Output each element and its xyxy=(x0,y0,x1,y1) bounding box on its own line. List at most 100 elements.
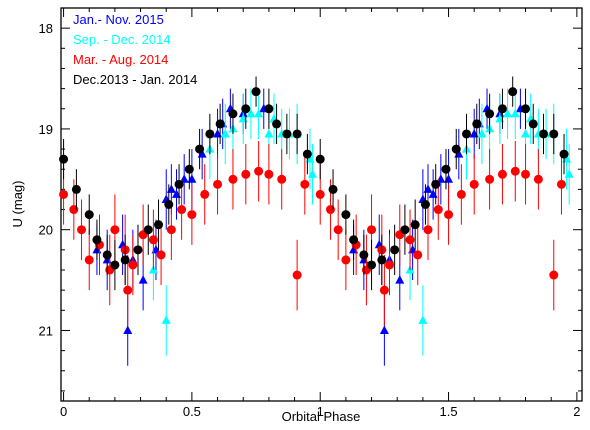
data-point-circle xyxy=(485,109,495,119)
y-tick-label: 21 xyxy=(39,323,53,338)
data-point-circle xyxy=(264,104,274,114)
data-point-triangle xyxy=(138,275,148,284)
data-point-circle xyxy=(166,225,176,235)
data-point-triangle xyxy=(161,315,171,324)
legend-entry-dec2013-jan-2014: Dec.2013 - Jan. 2014 xyxy=(73,72,197,87)
data-point-circle xyxy=(341,210,351,220)
data-point-circle xyxy=(497,169,507,179)
data-point-triangle xyxy=(308,169,318,178)
data-point-circle xyxy=(559,149,569,159)
data-point-triangle xyxy=(477,128,487,138)
data-point-triangle xyxy=(220,128,230,138)
data-point-circle xyxy=(485,174,495,184)
data-point-circle xyxy=(71,184,81,194)
data-point-circle xyxy=(423,225,433,235)
data-point-circle xyxy=(205,129,215,139)
series-3 xyxy=(59,76,569,291)
data-point-circle xyxy=(400,225,410,235)
data-point-circle xyxy=(213,179,223,189)
data-point-circle xyxy=(215,119,225,129)
data-point-triangle xyxy=(166,184,176,193)
data-point-circle xyxy=(325,205,335,215)
plot-frame xyxy=(60,7,583,402)
y-tick-label: 18 xyxy=(39,21,53,36)
data-point-circle xyxy=(497,104,507,114)
data-point-circle xyxy=(377,255,387,265)
data-point-circle xyxy=(521,169,531,179)
data-point-circle xyxy=(441,164,451,174)
data-point-circle xyxy=(508,87,518,97)
data-point-circle xyxy=(315,154,325,164)
data-point-circle xyxy=(456,189,466,199)
data-point-circle xyxy=(154,220,164,230)
x-tick-label: 2 xyxy=(573,404,580,419)
y-tick-label: 20 xyxy=(39,223,53,238)
data-point-circle xyxy=(341,255,351,265)
data-point-circle xyxy=(472,119,482,129)
data-point-circle xyxy=(241,169,251,179)
data-point-circle xyxy=(187,210,197,220)
data-point-circle xyxy=(367,260,377,270)
data-point-circle xyxy=(367,225,377,235)
data-point-circle xyxy=(533,174,543,184)
data-point-circle xyxy=(328,184,338,194)
data-points xyxy=(59,76,574,366)
data-point-circle xyxy=(539,129,549,139)
data-point-circle xyxy=(254,166,264,176)
data-point-circle xyxy=(444,210,454,220)
data-point-circle xyxy=(110,260,120,270)
series-1 xyxy=(148,88,574,356)
data-point-triangle xyxy=(264,128,274,138)
legend: Jan.- Nov. 2015 Sep. - Dec. 2014 Mar. - … xyxy=(73,12,197,87)
data-point-circle xyxy=(528,119,538,129)
data-point-circle xyxy=(282,129,292,139)
data-point-circle xyxy=(264,169,274,179)
data-point-circle xyxy=(228,109,238,119)
data-point-triangle xyxy=(213,128,223,138)
data-point-circle xyxy=(123,285,133,295)
data-point-circle xyxy=(292,270,302,280)
data-point-triangle xyxy=(510,108,520,118)
data-point-circle xyxy=(84,255,94,265)
data-point-circle xyxy=(431,179,441,189)
data-point-circle xyxy=(390,245,400,255)
data-point-circle xyxy=(59,189,69,199)
legend-entry-mar-aug-2014: Mar. - Aug. 2014 xyxy=(73,52,168,67)
data-point-triangle xyxy=(379,325,389,334)
data-point-circle xyxy=(133,245,143,255)
legend-entry-sep-dec-2014: Sep. - Dec. 2014 xyxy=(73,32,171,47)
legend-entry-jan-nov-2015: Jan.- Nov. 2015 xyxy=(73,12,164,27)
data-point-circle xyxy=(102,250,112,260)
data-point-circle xyxy=(510,166,520,176)
data-point-circle xyxy=(277,174,287,184)
data-point-circle xyxy=(315,189,325,199)
data-point-triangle xyxy=(254,108,264,118)
data-point-circle xyxy=(241,104,251,114)
data-point-circle xyxy=(359,250,369,260)
data-point-circle xyxy=(148,235,158,245)
data-point-circle xyxy=(469,179,479,189)
data-point-circle xyxy=(272,119,282,129)
data-point-circle xyxy=(92,235,102,245)
data-point-circle xyxy=(120,255,130,265)
data-point-circle xyxy=(302,149,312,159)
data-point-circle xyxy=(556,179,566,189)
data-point-circle xyxy=(110,225,120,235)
data-point-triangle xyxy=(521,128,531,138)
data-point-triangle xyxy=(246,108,256,118)
data-point-triangle xyxy=(444,174,454,183)
data-point-triangle xyxy=(395,275,405,284)
data-point-triangle xyxy=(564,169,574,178)
data-point-circle xyxy=(59,154,69,164)
data-point-circle xyxy=(143,225,153,235)
data-point-circle xyxy=(184,164,194,174)
data-point-circle xyxy=(420,200,430,209)
y-tick-label: 19 xyxy=(39,122,53,137)
data-point-circle xyxy=(413,250,423,260)
data-point-circle xyxy=(333,225,343,235)
x-tick-label: 1 xyxy=(317,404,324,419)
x-axis-title: Orbital Phase xyxy=(282,409,361,424)
data-point-circle xyxy=(228,174,238,184)
data-point-circle xyxy=(521,104,531,114)
